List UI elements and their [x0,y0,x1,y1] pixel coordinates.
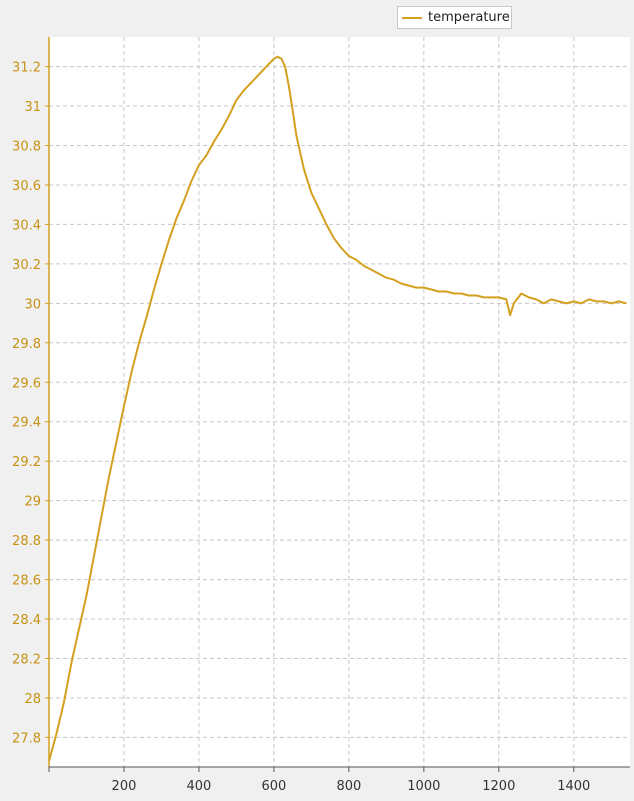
axes [45,37,630,772]
plot-area [49,37,630,767]
x-gridlines [123,37,575,767]
y-tick-label: 28.8 [12,534,41,549]
y-tick-label: 29 [24,495,41,510]
legend-label-temperature: temperature [428,10,510,25]
series-line-temperature [48,55,627,762]
x-tick-labels: 200 400 600 800 1000 1200 1400 [112,779,591,794]
y-gridlines [49,66,630,738]
series-layer [48,55,627,762]
y-tick-label: 28.6 [12,574,41,589]
y-tick-label: 31 [24,100,41,115]
x-tick-label: 1000 [407,779,440,794]
y-tick-label: 30.2 [12,258,41,273]
x-tick-label: 1400 [557,779,590,794]
y-tick-label: 31.2 [12,61,41,76]
x-tick-label: 1200 [482,779,515,794]
y-tick-label: 30.8 [12,140,41,155]
x-tick-label: 600 [261,779,286,794]
y-tick-label: 27.8 [12,731,41,746]
x-tick-label: 800 [336,779,361,794]
y-tick-label: 29.8 [12,337,41,352]
x-tick-label: 200 [112,779,137,794]
y-tick-label: 29.2 [12,455,41,470]
y-tick-label: 29.4 [12,416,41,431]
y-tick-label: 28.4 [12,613,41,628]
x-tick-label: 400 [187,779,212,794]
y-tick-label: 30 [24,297,41,312]
y-tick-label: 30.6 [12,179,41,194]
legend-swatch-temperature [402,16,422,19]
legend: temperature [397,6,512,29]
y-tick-label: 30.4 [12,218,41,233]
y-tick-label: 28 [24,692,41,707]
y-tick-label: 29.6 [12,376,41,391]
y-tick-labels: 27.8 28 28.2 28.4 28.6 28.8 29 29.2 29.4 29.6 29.8… [12,61,41,747]
y-tick-label: 28.2 [12,652,41,667]
